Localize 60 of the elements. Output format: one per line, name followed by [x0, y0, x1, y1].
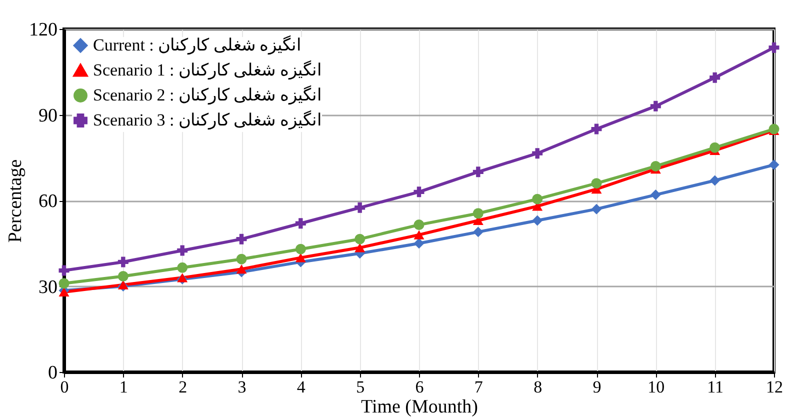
- point: [532, 215, 543, 226]
- point: [295, 253, 306, 262]
- point: [472, 166, 484, 178]
- point: [58, 278, 70, 289]
- y-tick-label: 90: [38, 105, 58, 126]
- point: [177, 262, 188, 273]
- legend-label: Scenario 2 : انگیزه شغلی کارکنان: [93, 84, 322, 106]
- point: [414, 230, 424, 240]
- point: [710, 175, 720, 186]
- x-tick-label: 2: [178, 378, 188, 396]
- legend-label: Scenario 3 : انگیزه شغلی کارکنان: [93, 110, 322, 130]
- point: [472, 208, 484, 219]
- point: [118, 256, 128, 268]
- point: [472, 226, 484, 238]
- x-tick-label: 12: [766, 378, 783, 396]
- x-tick-label: 6: [415, 378, 424, 396]
- point: [532, 194, 543, 204]
- x-axis-title: Time (Mounth): [360, 396, 478, 418]
- y-tick-label: 0: [48, 362, 58, 384]
- point: [414, 220, 424, 230]
- point: [710, 72, 720, 83]
- point: [58, 265, 70, 276]
- x-tick-label: 5: [356, 378, 365, 396]
- x-tick-label: 0: [60, 378, 69, 396]
- x-tick-label: 3: [238, 378, 246, 396]
- point: [650, 100, 661, 112]
- x-tick-label: 10: [648, 378, 665, 396]
- point: [295, 218, 306, 229]
- point: [118, 271, 128, 282]
- y-tick-label: 30: [38, 276, 58, 298]
- y-tick-label: 120: [29, 20, 58, 40]
- x-tick-label: 8: [534, 378, 542, 396]
- x-tick-label: 11: [707, 378, 724, 396]
- point: [295, 244, 306, 254]
- x-tick-label: 4: [296, 378, 306, 396]
- x-tick-label: 9: [592, 378, 602, 396]
- x-tick-label: 1: [119, 378, 128, 396]
- point: [768, 42, 780, 53]
- legend-label: Scenario 1 : انگیزه شغلی کارکنان: [93, 60, 322, 80]
- point: [591, 124, 602, 134]
- y-axis-title: Percentage: [5, 159, 26, 243]
- point: [532, 148, 543, 159]
- point: [710, 142, 720, 153]
- point: [177, 245, 188, 256]
- point: [354, 234, 366, 244]
- y-tick-label: 60: [38, 191, 58, 212]
- point: [650, 160, 661, 172]
- point: [236, 264, 247, 274]
- point: [591, 178, 602, 189]
- point: [236, 234, 247, 244]
- point: [768, 160, 780, 170]
- legend-label: Current : انگیزه شغلی کارکنان: [93, 34, 302, 56]
- point: [354, 243, 366, 252]
- point: [354, 202, 366, 213]
- point: [414, 238, 424, 249]
- point: [591, 204, 602, 214]
- point: [236, 254, 247, 264]
- point: [650, 190, 661, 200]
- point: [414, 186, 424, 198]
- x-tick-label: 7: [474, 378, 484, 396]
